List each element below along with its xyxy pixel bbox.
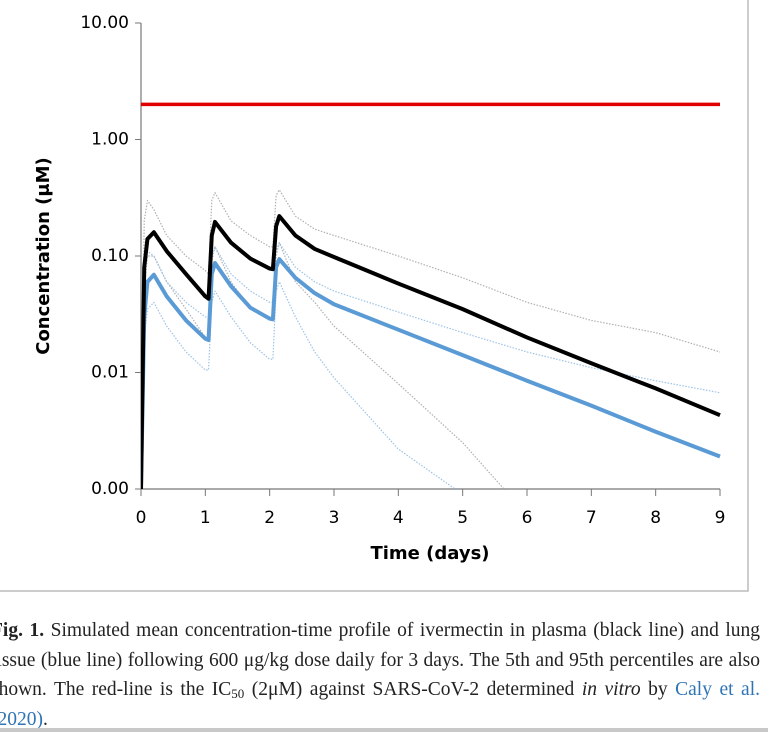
- caption-label: Fig. 1.: [0, 620, 45, 641]
- figure-caption: Fig. 1. Simulated mean concentration-tim…: [0, 616, 760, 732]
- series-line: [141, 242, 721, 490]
- x-tick-label: 6: [522, 508, 533, 528]
- x-tick-label: 4: [393, 508, 404, 528]
- y-tick-label: 0.01: [91, 363, 129, 383]
- x-tick-label: 5: [457, 508, 468, 528]
- x-tick-label: 2: [264, 508, 275, 528]
- x-tick-label: 8: [650, 508, 661, 528]
- scroll-bar: [0, 728, 768, 732]
- x-axis-label: Time (days): [370, 543, 489, 564]
- x-tick-label: 0: [136, 508, 147, 528]
- caption-italic: in vitro: [581, 679, 641, 700]
- x-tick-label: 3: [329, 508, 340, 528]
- y-tick-label: 1.00: [91, 130, 129, 150]
- caption-subscript: 50: [231, 686, 245, 701]
- series-line: [141, 257, 721, 490]
- series-line: [141, 189, 721, 490]
- chart: Time (days) Concentration (μM) 0.00 0.01 0…: [0, 0, 749, 592]
- y-tick-label: 0.00: [91, 479, 129, 499]
- caption-text: .: [43, 708, 48, 730]
- x-tick-label: 9: [715, 508, 726, 528]
- y-tick-label: 10.00: [80, 13, 129, 33]
- y-tick-label: 0.10: [91, 246, 129, 266]
- caption-text: Simulated mean concentration-time profil…: [0, 620, 760, 700]
- series-line: [141, 281, 458, 490]
- x-tick-label: 7: [586, 508, 597, 528]
- citation-link[interactable]: Caly et al. (2020): [0, 679, 760, 730]
- y-axis-label: Concentration (μM): [33, 157, 54, 355]
- chart-frame: [0, 0, 749, 592]
- plot-area: [141, 102, 721, 490]
- x-tick-label: 1: [200, 508, 211, 528]
- caption-text: by: [640, 679, 676, 700]
- series-line: [141, 214, 721, 490]
- series-line: [141, 242, 506, 490]
- caption-text: (2μM) against SARS-CoV-2 determined: [244, 679, 582, 700]
